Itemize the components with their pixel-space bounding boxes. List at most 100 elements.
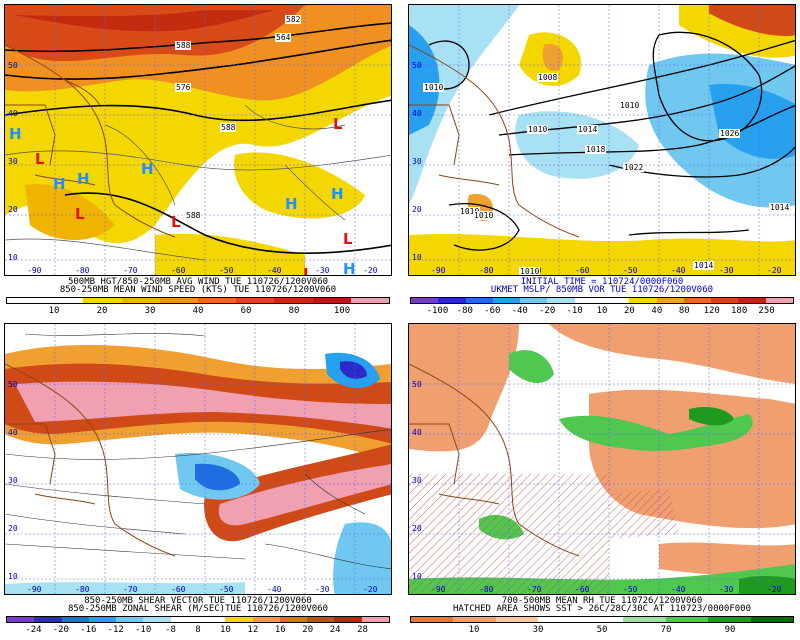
colorbar-swatch xyxy=(236,298,275,303)
longitude-label: -30 xyxy=(315,266,330,275)
longitude-label: -30 xyxy=(719,585,734,594)
colorbar-tick-label: 90 xyxy=(724,625,736,635)
colorbar-tick-label: -20 xyxy=(539,306,556,316)
colorbar-swatch xyxy=(170,617,198,622)
longitude-label: -60 xyxy=(575,585,590,594)
colorbar-tick-label: 10 xyxy=(468,625,480,635)
latitude-label: 50 xyxy=(8,380,18,389)
colorbar-tick-label: -16 xyxy=(80,625,97,635)
panel-caption-line1: 850-250MB SHEAR VECTOR TUE 110726/1200V0… xyxy=(84,596,312,606)
contour-label: 588 xyxy=(220,123,237,132)
contour-label: 1014 xyxy=(577,125,599,134)
contour-label: 1008 xyxy=(537,73,559,82)
panel-caption-line2: UKMET MSLP/ 850MB VOR TUE 110726/1200V06… xyxy=(490,285,714,295)
contour-label: 1026 xyxy=(719,129,741,138)
longitude-label: -20 xyxy=(363,266,378,275)
colorbar-swatch xyxy=(45,298,84,303)
longitude-label: -20 xyxy=(767,585,782,594)
latitude-label: 20 xyxy=(412,205,422,214)
panel-caption-line1: 700-500MB MEAN RH TUE 110726/1200V060 xyxy=(501,596,703,606)
latitude-label: 20 xyxy=(8,205,18,214)
latitude-label: 50 xyxy=(412,61,422,70)
colorbar-swatch xyxy=(465,298,493,303)
high-pressure-marker: H xyxy=(331,185,344,203)
latitude-label: 40 xyxy=(8,428,18,437)
longitude-label: -40 xyxy=(267,266,282,275)
contour-label: 582 xyxy=(285,15,302,24)
longitude-label: -50 xyxy=(623,266,638,275)
panel-zonal-shear: -90 -80 -70 -60 -50 -40 -30 -20 10 20 30 40 50 850-2… xyxy=(4,323,392,636)
colorbar-tick-label: 10 xyxy=(48,306,60,316)
colorbar-ticks: 10 30 50 70 90 xyxy=(410,625,794,635)
colorbar xyxy=(6,616,390,623)
colorbar-swatch xyxy=(453,617,496,622)
colorbar-swatch xyxy=(765,298,793,303)
panel-caption-line1: 500MB HGT/850-250MB AVG WIND TUE 110726/… xyxy=(67,277,329,287)
latitude-label: 10 xyxy=(8,572,18,581)
contour-label: 1010 xyxy=(423,83,445,92)
relative-humidity-field xyxy=(409,324,795,594)
colorbar-swatch xyxy=(7,298,46,303)
colorbar-tick-label: -20 xyxy=(52,625,69,635)
longitude-label: -60 xyxy=(575,266,590,275)
longitude-label: -20 xyxy=(363,585,378,594)
colorbar-swatch xyxy=(738,298,766,303)
colorbar-tick-label: -80 xyxy=(456,306,473,316)
colorbar-swatch xyxy=(492,298,521,303)
latitude-label: 40 xyxy=(412,428,422,437)
high-pressure-marker: H xyxy=(285,195,298,213)
colorbar-tick-label: 10 xyxy=(596,306,608,316)
latitude-label: 50 xyxy=(8,61,18,70)
colorbar-swatch xyxy=(279,617,308,622)
colorbar-tick-label: -12 xyxy=(107,625,124,635)
latitude-label: 30 xyxy=(412,157,422,166)
high-pressure-marker: H xyxy=(53,175,66,193)
contour-label: 1010 xyxy=(527,125,549,134)
colorbar-swatch xyxy=(116,617,144,622)
colorbar-swatch xyxy=(350,298,390,303)
colorbar-swatch xyxy=(61,617,89,622)
contour-label: 1010 xyxy=(519,267,541,276)
panel-ukmet-mslp-vorticity: -90-80-70-60-50-40-30-201020304050101010… xyxy=(408,4,796,317)
low-pressure-marker: L xyxy=(75,205,85,223)
map-500mb-wind: H H H H H H H L L L L L L -90 -80 -70 -60 -5… xyxy=(4,4,392,276)
panel-caption-line2: 850-250MB ZONAL SHEAR (M/SEC)TUE 110726/… xyxy=(67,604,329,614)
latitude-label: 20 xyxy=(412,524,422,533)
longitude-label: -40 xyxy=(267,585,282,594)
colorbar-swatch xyxy=(274,298,313,303)
latitude-label: 40 xyxy=(8,109,18,118)
contour-label: 1014 xyxy=(693,261,715,270)
colorbar-tick-label: -100 xyxy=(426,306,449,316)
colorbar-swatch xyxy=(143,617,171,622)
contour-label: 588 xyxy=(175,41,192,50)
colorbar-swatch xyxy=(438,298,466,303)
colorbar-swatch xyxy=(629,298,657,303)
colorbar-swatch xyxy=(750,617,793,622)
contour-label: 1010 xyxy=(459,207,481,216)
colorbar-swatch xyxy=(334,617,362,622)
longitude-label: -50 xyxy=(219,266,234,275)
colorbar-tick-label: 12 xyxy=(247,625,259,635)
longitude-label: -80 xyxy=(479,266,494,275)
zonal-shear-field xyxy=(5,324,391,594)
longitude-label: -80 xyxy=(75,266,90,275)
panel-caption-line2: HATCHED AREA SHOWS SST > 26C/28C/30C AT … xyxy=(452,604,751,614)
colorbar-swatch xyxy=(83,298,122,303)
colorbar-tick-label: 70 xyxy=(660,625,672,635)
contour-label: 588 xyxy=(185,211,202,220)
colorbar-tick-label: 20 xyxy=(302,625,314,635)
longitude-label: -30 xyxy=(719,266,734,275)
high-pressure-marker: H xyxy=(141,160,154,178)
colorbar-ticks: -24 -20 -16 -12 -10 -8 8 10 12 16 20 24 28 xyxy=(6,625,390,635)
colorbar-swatch xyxy=(34,617,62,622)
colorbar-tick-label: 250 xyxy=(758,306,775,316)
colorbar-swatch xyxy=(307,617,335,622)
colorbar-swatch xyxy=(225,617,253,622)
latitude-label: 10 xyxy=(412,253,422,262)
longitude-label: -90 xyxy=(27,585,42,594)
colorbar-swatch xyxy=(7,617,35,622)
low-pressure-marker: L xyxy=(303,265,313,276)
map-mslp-vorticity: -90-80-70-60-50-40-30-201020304050101010… xyxy=(408,4,796,276)
colorbar-tick-label: 50 xyxy=(596,625,608,635)
colorbar-tick-label: 120 xyxy=(703,306,720,316)
